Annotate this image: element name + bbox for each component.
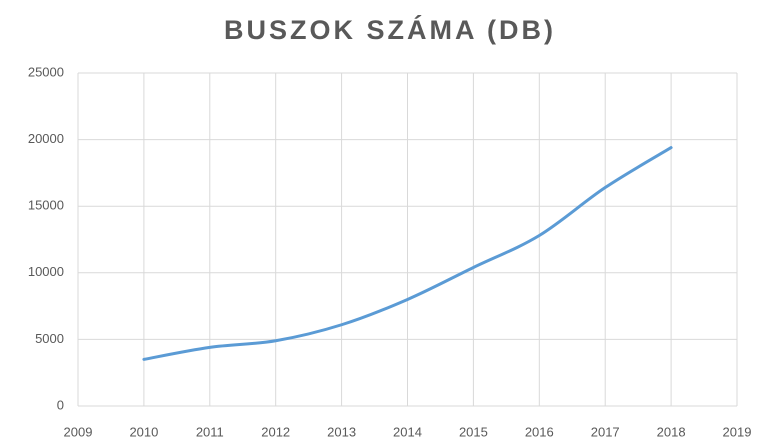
- x-tick-label: 2015: [459, 424, 488, 439]
- y-tick-label: 20000: [28, 131, 64, 146]
- x-tick-label: 2016: [525, 424, 554, 439]
- y-tick-label: 5000: [35, 331, 64, 346]
- x-tick-label: 2011: [196, 424, 224, 439]
- x-tick-label: 2014: [393, 424, 422, 439]
- x-tick-label: 2018: [657, 424, 686, 439]
- x-tick-label: 2017: [591, 424, 620, 439]
- y-tick-label: 10000: [28, 264, 64, 279]
- x-tick-label: 2019: [723, 424, 752, 439]
- line-series: [142, 146, 673, 361]
- y-tick-label: 25000: [28, 64, 64, 79]
- x-tick-label: 2012: [261, 424, 290, 439]
- y-tick-label: 15000: [28, 198, 64, 213]
- x-tick-label: 2010: [129, 424, 158, 439]
- x-tick-label: 2013: [327, 424, 356, 439]
- y-tick-label: 0: [57, 397, 64, 412]
- chart-title: BUSZOK SZÁMA (DB): [224, 14, 556, 45]
- x-tick-label: 2009: [64, 424, 93, 439]
